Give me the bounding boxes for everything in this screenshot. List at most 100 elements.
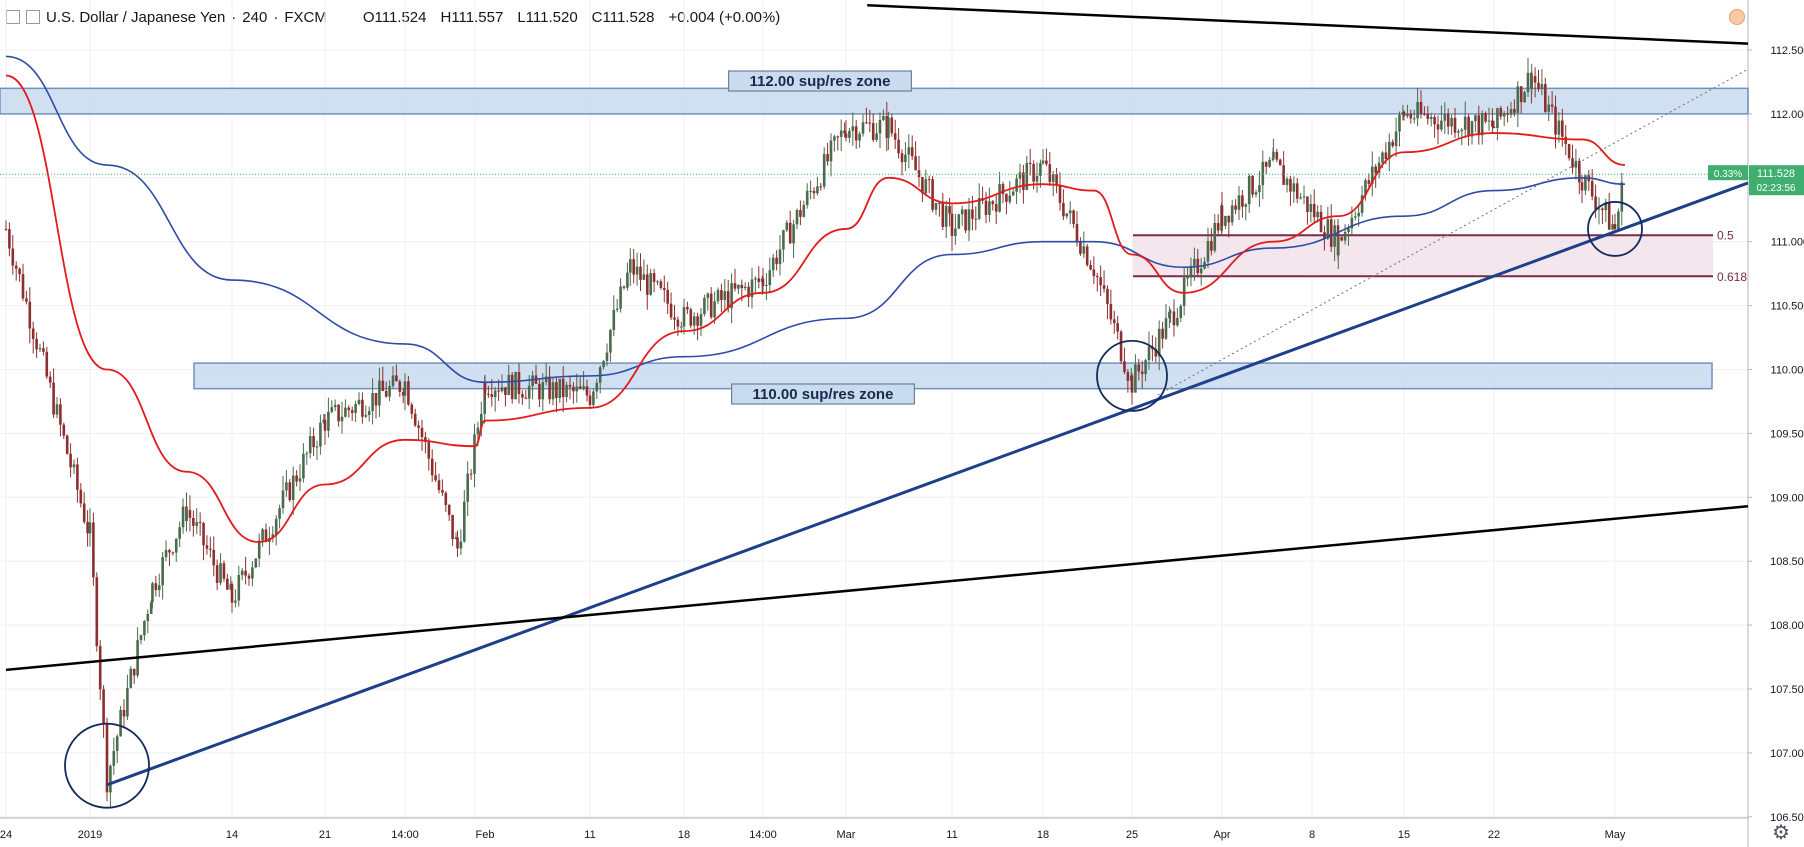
candle-body xyxy=(1347,228,1350,233)
candle-body xyxy=(337,404,340,422)
candle-body xyxy=(1440,120,1443,130)
candle-body xyxy=(424,437,427,443)
collapse-icon[interactable] xyxy=(26,10,40,24)
candle-body xyxy=(1137,364,1141,372)
candle-body xyxy=(1477,115,1481,136)
candle-body xyxy=(1564,136,1568,144)
candle-body xyxy=(882,116,885,121)
candle-body xyxy=(441,489,444,493)
candle-body xyxy=(444,492,448,505)
candle-body xyxy=(1119,331,1123,362)
candle-body xyxy=(302,454,305,479)
close-value: C111.528 xyxy=(591,8,655,26)
candle-body xyxy=(941,203,945,227)
zone-bottom-label-text: 110.00 sup/res zone xyxy=(753,386,894,403)
candle-body xyxy=(278,508,281,519)
candle-body xyxy=(632,259,635,275)
candle-body xyxy=(1601,208,1604,211)
candle-body xyxy=(1299,197,1302,199)
candle-body xyxy=(31,328,35,339)
candle-body xyxy=(1578,160,1581,183)
candle-body xyxy=(1343,232,1347,241)
trendline xyxy=(106,181,1749,787)
candle-body xyxy=(76,464,79,490)
candle-body xyxy=(788,222,792,244)
candle-body xyxy=(1460,129,1464,132)
candle-body xyxy=(1041,160,1045,164)
candle-body xyxy=(413,413,417,426)
candle-body xyxy=(1154,349,1158,357)
candle-body xyxy=(1554,106,1557,135)
candle-body xyxy=(854,126,858,141)
fib-label: 0.618 xyxy=(1717,270,1747,284)
candle-body xyxy=(1381,152,1384,163)
candle-body xyxy=(1453,117,1457,133)
candle-body xyxy=(1526,72,1530,93)
candle-body xyxy=(1241,195,1244,207)
candle-body xyxy=(829,140,833,162)
candle-body xyxy=(1463,116,1467,130)
last-price-tag-text: 111.528 xyxy=(1757,168,1795,180)
candle-body xyxy=(1412,118,1416,120)
candle-body xyxy=(768,270,772,286)
price-tick-label: 112.500 xyxy=(1771,45,1804,57)
candle-body xyxy=(1134,364,1137,393)
candle-body xyxy=(109,765,112,793)
candle-body xyxy=(914,156,917,171)
candle-body xyxy=(230,584,234,603)
candle-body xyxy=(1018,172,1022,179)
candle-body xyxy=(917,170,921,178)
candle-body xyxy=(991,201,995,205)
candle-body xyxy=(1571,158,1574,168)
candle-body xyxy=(1446,114,1450,127)
candle-body xyxy=(609,330,612,353)
candle-body xyxy=(1496,108,1499,129)
candle-body xyxy=(1082,246,1086,254)
candle-body xyxy=(743,286,747,289)
candle-body xyxy=(226,578,229,590)
candle-body xyxy=(692,316,696,326)
candle-body xyxy=(4,228,8,230)
symbol-name[interactable]: U.S. Dollar / Japanese Yen xyxy=(46,8,226,26)
fib-label: 0.5 xyxy=(1717,228,1734,242)
candle-body xyxy=(602,361,605,368)
change-value: +0.004 (+0.00%) xyxy=(668,8,781,26)
candle-body xyxy=(95,577,99,647)
candle-body xyxy=(1292,183,1296,192)
candle-body xyxy=(1230,205,1234,223)
candle-body xyxy=(1258,185,1261,193)
candle-body xyxy=(809,190,812,192)
candle-body xyxy=(656,281,659,283)
candle-body xyxy=(977,198,981,219)
candle-body xyxy=(483,381,487,394)
candle-body xyxy=(381,380,385,391)
time-tick-label: 24 xyxy=(0,829,12,841)
highlight-circle xyxy=(64,722,150,809)
candle-body xyxy=(1333,225,1336,247)
candle-body xyxy=(568,384,572,387)
candle-body xyxy=(1374,166,1377,173)
interval[interactable]: 240 xyxy=(242,8,268,26)
candle-body xyxy=(1561,120,1564,137)
settings-gear-icon[interactable]: ⚙ xyxy=(1772,822,1790,844)
candle-body xyxy=(967,209,971,231)
candle-body xyxy=(319,422,322,447)
candle-body xyxy=(575,386,579,392)
price-tick-label: 110.000 xyxy=(1771,365,1804,377)
candle-body xyxy=(1367,180,1371,184)
candle-body xyxy=(507,374,511,396)
ohlc-values: O111.524 H111.557 L111.520 C111.528 +0.0… xyxy=(363,9,780,26)
candle-body xyxy=(473,434,476,474)
candle-body xyxy=(1169,311,1172,313)
candle-body xyxy=(938,202,941,204)
candle-body xyxy=(924,179,928,194)
candle-body xyxy=(102,689,105,724)
candle-body xyxy=(18,268,21,275)
candle-body xyxy=(666,289,669,304)
candle-body xyxy=(833,136,836,141)
candle-body xyxy=(514,371,517,400)
candle-body xyxy=(761,278,765,286)
candle-body xyxy=(1519,86,1523,103)
alert-icon[interactable] xyxy=(1729,9,1745,25)
